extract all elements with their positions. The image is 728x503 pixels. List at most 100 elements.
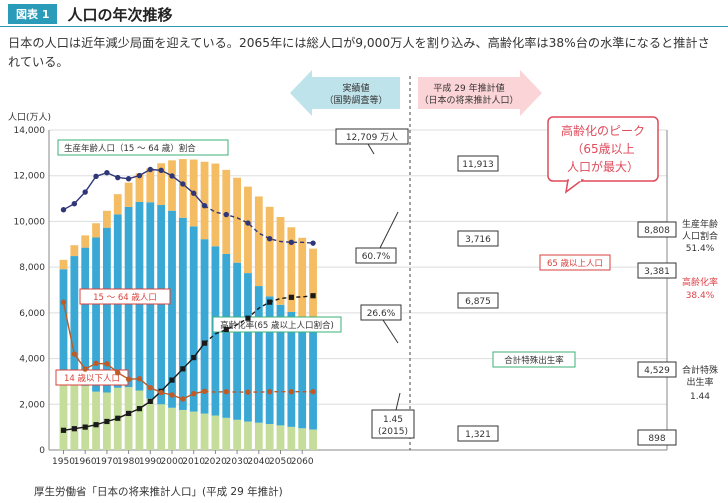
callout-age65-2065-box <box>637 262 677 279</box>
elderly-rate-point <box>71 426 77 432</box>
bar-age15-64 <box>309 325 317 430</box>
x-tick-label: 2040 <box>247 457 270 467</box>
y-tick-label: 14,000 <box>14 126 46 136</box>
callout-elderly-2015: 26.6% <box>367 309 396 319</box>
x-axis: 1950196019701980199020002010202020302040… <box>49 449 667 467</box>
callout-peak-total: 12,709 万人 <box>346 132 398 143</box>
age15-64-label-box <box>79 288 171 305</box>
working-ratio-point <box>115 174 121 181</box>
right-fertility-label1: 合計特殊 <box>682 364 718 376</box>
working-ratio-point <box>201 203 208 209</box>
bar-age15-64 <box>233 262 241 420</box>
bar-age0-14 <box>200 413 209 450</box>
elderly-rate-point <box>223 326 229 333</box>
bar-age15-64 <box>276 304 285 426</box>
bar-age65plus <box>70 245 79 257</box>
bar-age0-14 <box>298 428 307 450</box>
elderly-rate-point <box>245 315 251 321</box>
working-ratio-point <box>288 239 295 246</box>
callout-age15-64-2030-box <box>457 292 499 309</box>
working-ratio-point <box>266 236 273 242</box>
bar-age15-64 <box>265 296 274 424</box>
bar-age15-64 <box>168 210 176 408</box>
bar-age0-14 <box>211 415 220 450</box>
bar-age0-14 <box>157 404 166 450</box>
x-tick-label: 2010 <box>182 457 205 467</box>
elderly-rate-point <box>60 427 67 433</box>
callout-ratio-2015-box <box>355 247 397 264</box>
working-ratio-point <box>104 170 110 176</box>
elderly-rate-point <box>267 299 273 305</box>
bar-age65plus <box>265 206 274 297</box>
figure-title: 人口の年次推移 <box>67 5 173 24</box>
working-ratio-point <box>158 167 164 174</box>
bar-age0-14 <box>254 422 263 450</box>
x-tick-label: 2030 <box>226 457 249 467</box>
bar-age65plus <box>178 159 187 218</box>
callout-ratio-2015: 60.7% <box>362 252 391 262</box>
callout-age65-2065: 3,381 <box>644 267 670 277</box>
bar-age15-64 <box>92 237 100 392</box>
elderly-rate-point <box>180 366 186 372</box>
callout-total-2065-box <box>637 221 677 238</box>
bar-age15-64 <box>189 226 198 412</box>
elderly-rate-point <box>104 418 110 425</box>
working-ratio-point <box>147 166 153 173</box>
bar-age65plus <box>168 160 176 211</box>
working-ratio-label-box <box>57 139 229 156</box>
elderly-rate-point <box>310 293 316 299</box>
bar-age65plus <box>103 210 111 228</box>
working-ratio-point <box>310 240 316 246</box>
bar-age0-14 <box>244 421 252 450</box>
bar-age65plus <box>81 235 90 248</box>
x-tick-label: 2020 <box>204 457 227 467</box>
working-ratio-label: 生産年齢人口（15 ～ 64 歳）割合 <box>64 143 196 154</box>
bar-age15-64 <box>70 256 79 382</box>
fertility-point <box>191 391 197 397</box>
fertility-point <box>201 388 208 395</box>
x-tick-label: 2060 <box>291 457 314 467</box>
elderly-rate-point <box>288 294 294 300</box>
bar-age0-14 <box>70 381 79 450</box>
x-tick-label: 1990 <box>139 457 162 467</box>
callout-elderly-2015-box <box>360 304 402 321</box>
callout-age0-14-2030-box <box>457 425 499 442</box>
x-tick-label: 1950 <box>52 457 75 467</box>
fertility-point <box>169 392 175 398</box>
x-tick-label: 1970 <box>95 457 118 467</box>
callout-total-2030: 11,913 <box>462 160 494 170</box>
fertility-point <box>104 361 110 367</box>
fertility-point <box>82 366 88 372</box>
y-tick-label: 0 <box>39 446 45 456</box>
bar-age0-14 <box>81 385 90 450</box>
elderly-rate-point <box>115 415 121 421</box>
bar-age65plus <box>135 173 144 202</box>
bar-age0-14 <box>287 426 296 450</box>
bar-age0-14 <box>168 407 176 450</box>
figure-description: 日本の人口は近年減少局面を迎えている。2065年には総人口が9,000万人を割り… <box>8 36 710 69</box>
elderly-rate-point <box>93 422 99 428</box>
x-tick-label: 1980 <box>117 457 140 467</box>
bar-age65plus <box>146 168 155 203</box>
y-tick-label: 8,000 <box>19 263 45 273</box>
peak-note-line2: （65歳以上 <box>571 142 634 156</box>
age65-label: 65 歳以上人口 <box>547 258 603 269</box>
bar-age65plus <box>211 163 220 247</box>
y-tick-label: 2,000 <box>19 400 45 410</box>
fertility-point <box>115 369 121 376</box>
figure-header: 図表 1 人口の年次推移 <box>8 4 173 24</box>
callout-peak-total-box <box>335 128 409 145</box>
header-divider <box>0 26 728 27</box>
bar-age65plus <box>113 194 122 215</box>
bar-age65plus <box>157 163 166 206</box>
working-ratio-point <box>180 181 186 187</box>
bar-age65plus <box>59 259 68 270</box>
projection-label: 平成 29 年推計値 <box>433 82 504 94</box>
bar-age65plus <box>254 196 263 287</box>
bar-age15-64 <box>103 227 111 393</box>
bar-age0-14 <box>146 398 155 450</box>
right-working-value: 51.4% <box>686 244 715 254</box>
bar-age65plus <box>233 177 241 263</box>
callout-age15-64-2030: 6,875 <box>465 297 491 307</box>
fertility-label: 合計特殊出生率 <box>504 355 564 366</box>
